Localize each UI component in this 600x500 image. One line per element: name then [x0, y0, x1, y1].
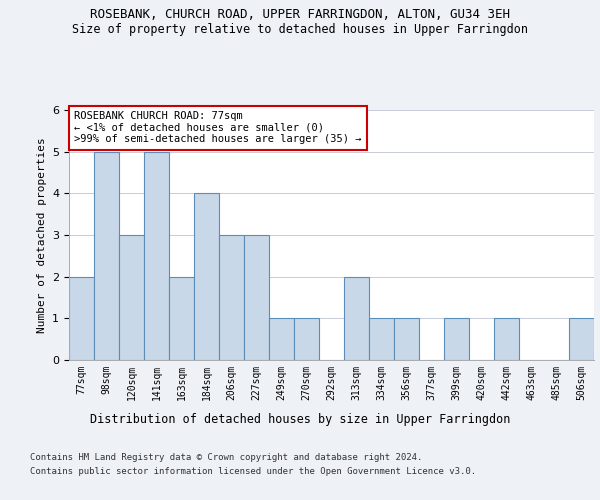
Bar [394, 318, 419, 360]
Bar [119, 235, 144, 360]
Bar [144, 152, 169, 360]
Text: Distribution of detached houses by size in Upper Farringdon: Distribution of detached houses by size … [90, 412, 510, 426]
Text: Contains HM Land Registry data © Crown copyright and database right 2024.: Contains HM Land Registry data © Crown c… [30, 452, 422, 462]
Bar [569, 318, 594, 360]
Text: Contains public sector information licensed under the Open Government Licence v3: Contains public sector information licen… [30, 468, 476, 476]
Text: ROSEBANK CHURCH ROAD: 77sqm
← <1% of detached houses are smaller (0)
>99% of sem: ROSEBANK CHURCH ROAD: 77sqm ← <1% of det… [74, 112, 362, 144]
Text: Size of property relative to detached houses in Upper Farringdon: Size of property relative to detached ho… [72, 22, 528, 36]
Y-axis label: Number of detached properties: Number of detached properties [37, 137, 47, 333]
Bar [194, 194, 219, 360]
Bar [219, 235, 244, 360]
Bar [244, 235, 269, 360]
Bar [94, 152, 119, 360]
Bar [369, 318, 394, 360]
Bar [344, 276, 369, 360]
Bar [444, 318, 469, 360]
Bar [494, 318, 519, 360]
Bar [169, 276, 194, 360]
Text: ROSEBANK, CHURCH ROAD, UPPER FARRINGDON, ALTON, GU34 3EH: ROSEBANK, CHURCH ROAD, UPPER FARRINGDON,… [90, 8, 510, 20]
Bar [269, 318, 294, 360]
Bar [294, 318, 319, 360]
Bar [69, 276, 94, 360]
